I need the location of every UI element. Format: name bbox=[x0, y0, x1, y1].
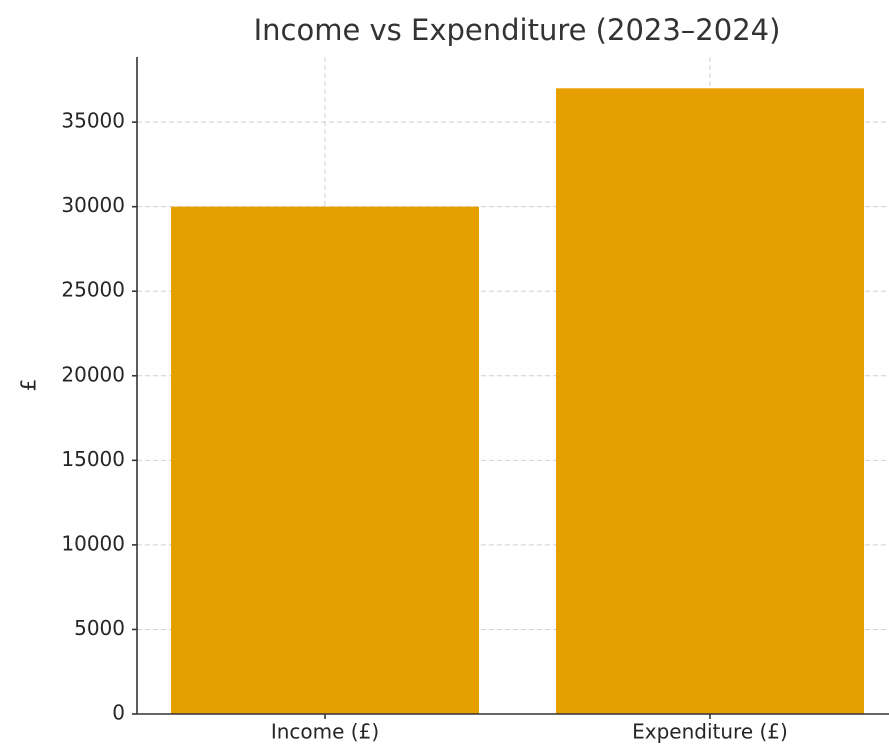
x-tick-label: Income (£) bbox=[271, 720, 379, 744]
y-tick-label: 30000 bbox=[61, 193, 125, 217]
x-tick-label: Expenditure (£) bbox=[632, 720, 788, 744]
bar bbox=[556, 88, 864, 715]
bar bbox=[171, 206, 479, 714]
y-tick-label: 0 bbox=[112, 701, 125, 725]
y-tick-label: 10000 bbox=[61, 531, 125, 555]
y-axis-label: £ bbox=[17, 379, 41, 392]
y-tick-label: 15000 bbox=[61, 447, 125, 471]
chart-title: Income vs Expenditure (2023–2024) bbox=[254, 13, 781, 47]
y-tick-label: 35000 bbox=[61, 109, 125, 133]
y-tick-label: 5000 bbox=[74, 616, 125, 640]
y-tick-label: 20000 bbox=[61, 362, 125, 386]
y-tick-label: 25000 bbox=[61, 278, 125, 302]
